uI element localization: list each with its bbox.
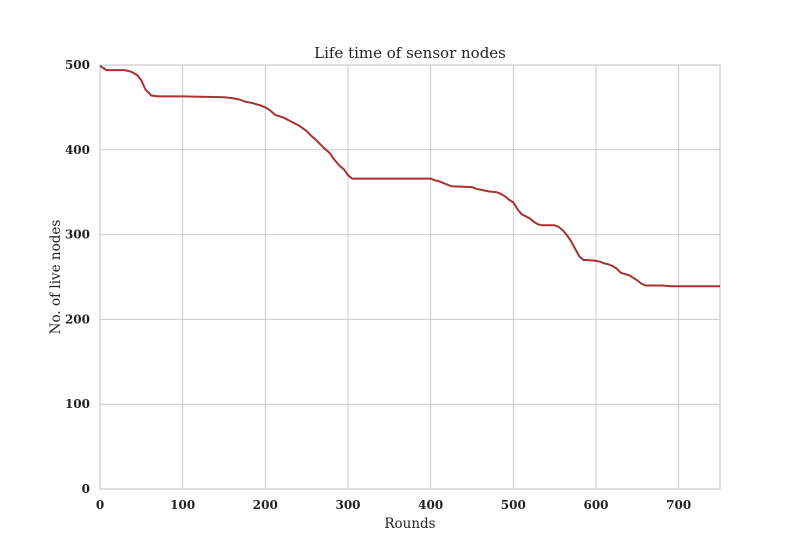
x-tick-label: 500 xyxy=(501,498,526,512)
x-tick-label: 200 xyxy=(253,498,278,512)
tick-layer: 0 100 200 300 400 500 600 700 0 100 200 300 400 500 xyxy=(65,58,691,512)
y-tick-label: 200 xyxy=(65,312,90,326)
y-axis-label: No. of live nodes xyxy=(48,220,64,335)
x-axis-label: Rounds xyxy=(384,516,435,532)
chart-title: Life time of sensor nodes xyxy=(314,44,506,62)
plot-frame xyxy=(99,64,721,490)
x-tick-label: 100 xyxy=(170,498,195,512)
x-tick-label: 700 xyxy=(666,498,691,512)
y-tick-label: 400 xyxy=(65,143,90,157)
y-tick-label: 500 xyxy=(65,58,90,72)
y-tick-label: 0 xyxy=(82,482,90,496)
x-tick-label: 0 xyxy=(96,498,104,512)
y-tick-label: 300 xyxy=(65,228,90,242)
x-tick-label: 400 xyxy=(418,498,443,512)
series-line xyxy=(99,64,720,288)
x-tick-label: 600 xyxy=(583,498,608,512)
y-tick-label: 100 xyxy=(65,397,90,411)
grid-layer xyxy=(99,64,720,490)
x-tick-label: 300 xyxy=(335,498,360,512)
